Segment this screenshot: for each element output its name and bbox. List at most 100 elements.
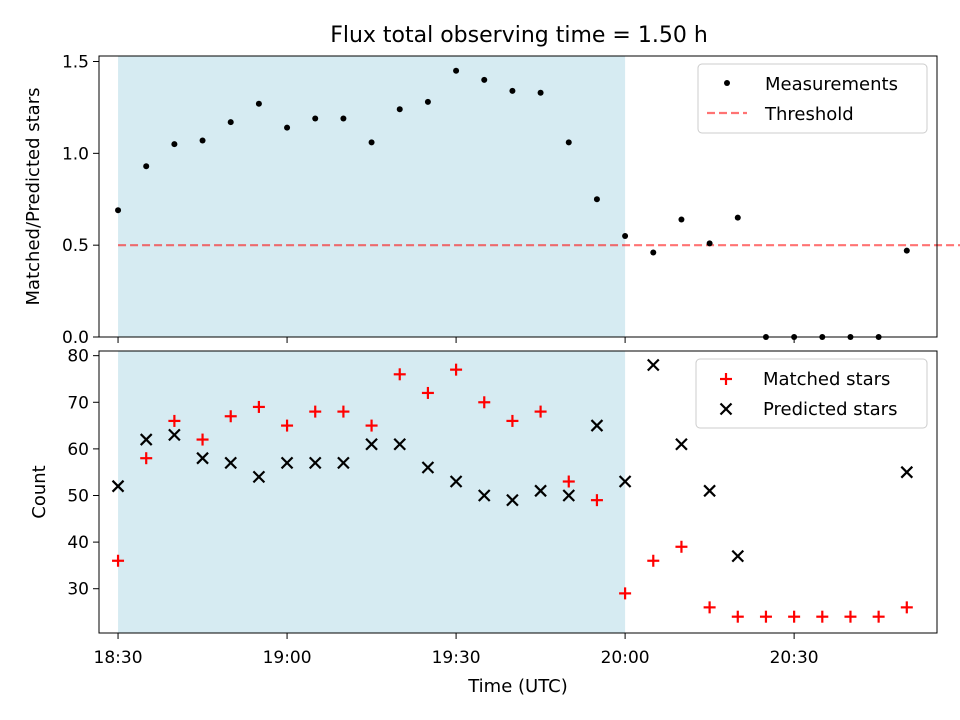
bottom-y-axis: 30 40 50 60 70 80 bbox=[67, 347, 99, 600]
measurement-point bbox=[453, 67, 460, 74]
x-tick-label: 20:30 bbox=[770, 648, 819, 668]
top-shaded-span bbox=[118, 56, 626, 337]
legend-box bbox=[697, 63, 928, 134]
measurement-point bbox=[424, 98, 431, 105]
predicted-star-point bbox=[308, 456, 322, 470]
predicted-star-point bbox=[280, 456, 294, 470]
measurement-points bbox=[115, 67, 910, 340]
matched-star-point bbox=[393, 368, 406, 381]
bottom-axes-frame bbox=[98, 350, 938, 634]
predicted-star-point bbox=[562, 489, 576, 502]
legend-threshold-label: Threshold bbox=[764, 104, 854, 125]
measurement-point bbox=[143, 163, 150, 170]
measurement-point bbox=[340, 115, 347, 122]
measurement-point bbox=[199, 137, 206, 144]
chart-title: Flux total observing time = 1.50 h bbox=[330, 23, 708, 48]
bottom-shaded-span bbox=[118, 351, 626, 633]
top-x-ticks bbox=[117, 337, 795, 343]
matched-star-point bbox=[900, 601, 913, 614]
matched-star-point bbox=[675, 540, 688, 553]
top-y-tick-label: 0.0 bbox=[62, 328, 89, 348]
measurement-point bbox=[903, 247, 910, 254]
bottom-y-tick-label: 70 bbox=[67, 393, 89, 413]
matched-star-point bbox=[534, 405, 547, 418]
measurement-point bbox=[227, 119, 234, 126]
predicted-star-point bbox=[421, 461, 435, 474]
matched-star-point bbox=[281, 419, 294, 432]
predicted-star-point bbox=[196, 451, 209, 465]
top-y-tick-label: 1.0 bbox=[62, 144, 89, 164]
x-tick-label: 19:00 bbox=[263, 648, 312, 668]
matched-star-point bbox=[647, 554, 660, 567]
predicted-star-point bbox=[477, 489, 491, 502]
x-tick-label: 19:30 bbox=[432, 648, 481, 668]
measurement-point bbox=[368, 139, 375, 146]
predicted-star-point bbox=[139, 433, 153, 446]
legend-measurements-label: Measurements bbox=[765, 74, 898, 95]
matched-star-point bbox=[196, 433, 209, 446]
top-axes-frame bbox=[98, 55, 938, 338]
matched-star-point bbox=[844, 610, 857, 623]
predicted-star-point bbox=[252, 470, 266, 484]
matched-star-point bbox=[619, 587, 632, 600]
measurement-point bbox=[481, 76, 488, 83]
predicted-star-point bbox=[111, 479, 125, 493]
bottom-y-tick-label: 60 bbox=[67, 440, 89, 460]
top-y-tick-label: 0.5 bbox=[62, 236, 89, 256]
matched-star-point bbox=[168, 414, 181, 427]
predicted-star-point bbox=[646, 358, 660, 372]
bottom-y-tick-label: 40 bbox=[67, 533, 89, 553]
measurement-point bbox=[284, 124, 291, 131]
matched-star-point bbox=[562, 475, 575, 488]
matched-star-point bbox=[590, 494, 603, 507]
bottom-x-axis: 18:30 19:00 19:30 20:00 20:30 bbox=[94, 633, 819, 668]
predicted-star-point bbox=[337, 456, 350, 470]
matched-star-point bbox=[450, 363, 463, 376]
bottom-y-tick-label: 50 bbox=[67, 486, 89, 506]
measurement-point bbox=[537, 89, 544, 96]
predicted-star-point bbox=[590, 419, 604, 432]
measurement-point bbox=[396, 106, 403, 113]
predicted-star-point bbox=[506, 493, 519, 507]
legend-matched-marker bbox=[720, 373, 732, 385]
predicted-star-point bbox=[449, 475, 463, 488]
x-axis-label: Time (UTC) bbox=[467, 676, 568, 697]
matched-star-point bbox=[506, 414, 519, 427]
measurement-point bbox=[509, 87, 516, 94]
matched-star-point bbox=[140, 452, 153, 465]
predicted-star-point bbox=[168, 428, 181, 442]
matched-star-point bbox=[703, 601, 716, 614]
matched-star-point bbox=[421, 386, 434, 399]
measurement-point bbox=[565, 139, 572, 146]
predicted-star-point bbox=[224, 456, 238, 470]
matched-star-point bbox=[337, 405, 350, 418]
legend-matched-label: Matched stars bbox=[763, 369, 890, 390]
measurement-point bbox=[734, 214, 741, 221]
predicted-star-point bbox=[675, 437, 688, 451]
bottom-y-axis-label: Count bbox=[29, 465, 50, 518]
bottom-legend: Matched stars Predicted stars bbox=[695, 358, 928, 429]
predicted-star-point bbox=[703, 484, 716, 498]
matched-star-point bbox=[759, 610, 772, 623]
predicted-star-point bbox=[618, 475, 632, 488]
top-legend: Measurements Threshold bbox=[697, 63, 928, 134]
measurement-point bbox=[622, 232, 629, 239]
measurement-point bbox=[593, 196, 600, 203]
matched-star-point bbox=[365, 419, 378, 432]
measurement-point bbox=[312, 115, 319, 122]
measurement-point bbox=[678, 216, 685, 223]
legend-box bbox=[695, 358, 928, 429]
matched-star-point bbox=[731, 610, 744, 623]
matched-star-point bbox=[872, 610, 885, 623]
top-y-axis: 0.0 0.5 1.0 1.5 bbox=[62, 53, 99, 348]
predicted-star-point bbox=[534, 484, 547, 498]
bottom-y-tick-label: 30 bbox=[67, 580, 89, 600]
measurement-point bbox=[650, 249, 657, 256]
matched-star-point bbox=[224, 410, 237, 423]
matched-star-point bbox=[309, 405, 322, 418]
measurement-point bbox=[255, 100, 262, 107]
measurement-point bbox=[706, 240, 713, 247]
bottom-y-tick-label: 80 bbox=[67, 347, 89, 367]
measurement-point bbox=[115, 207, 122, 214]
